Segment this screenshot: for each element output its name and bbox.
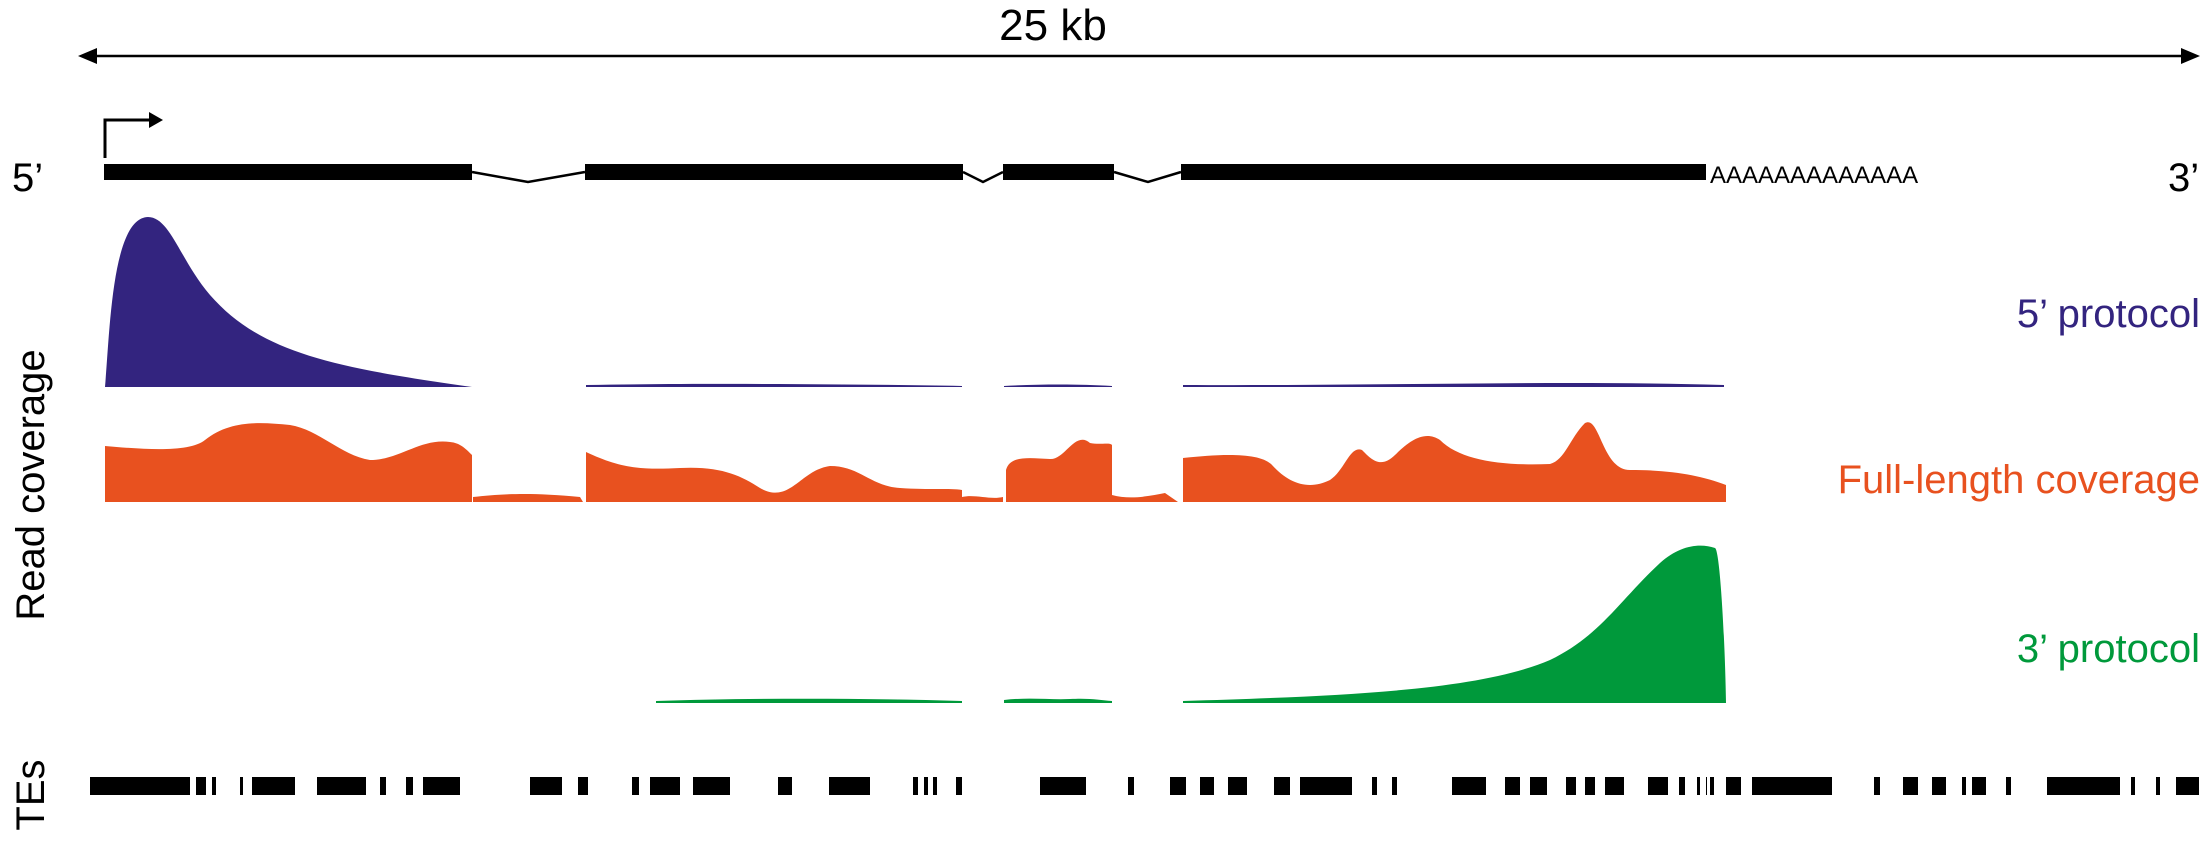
te-block	[693, 777, 730, 795]
gene-model: 5’ 3’ AAAAAAAAAAAAA	[12, 112, 2199, 200]
track-5p-coverage	[105, 217, 1724, 387]
te-track	[90, 777, 2199, 795]
te-block	[212, 777, 216, 795]
te-block	[956, 777, 962, 795]
te-block	[2047, 777, 2120, 795]
three-prime-label: 3’	[2168, 156, 2199, 200]
te-block	[90, 777, 190, 795]
te-block	[1585, 777, 1595, 795]
te-block	[1128, 777, 1134, 795]
te-block	[380, 777, 386, 795]
tss-arrow-icon	[103, 118, 150, 158]
te-block	[913, 777, 918, 795]
te-block	[2131, 777, 2135, 795]
coverage-tracks: 5’ protocol Full-length coverage 3’ prot…	[9, 217, 2200, 703]
scale-bar: 25 kb	[78, 1, 2200, 64]
intron-2	[962, 170, 1004, 184]
exon-2	[585, 164, 963, 180]
te-block	[1566, 777, 1576, 795]
track-full-length-label: Full-length coverage	[1838, 458, 2200, 502]
te-block	[196, 777, 206, 795]
intron-3	[1113, 170, 1182, 184]
te-block	[1040, 777, 1086, 795]
te-block	[1710, 777, 1714, 795]
te-block	[1726, 777, 1741, 795]
te-block	[650, 777, 680, 795]
te-block	[1170, 777, 1186, 795]
te-block	[1300, 777, 1352, 795]
te-block	[530, 777, 562, 795]
exon-3	[1003, 164, 1114, 180]
tss-arrowhead-icon	[149, 112, 163, 128]
track-3p-coverage	[656, 545, 1726, 703]
exon-4	[1181, 164, 1706, 180]
te-block	[1274, 777, 1290, 795]
intron-1	[471, 170, 586, 184]
te-label: TEs	[9, 759, 53, 830]
te-block	[1452, 777, 1486, 795]
te-block	[933, 777, 937, 795]
te-block	[924, 777, 928, 795]
scale-label: 25 kb	[999, 1, 1107, 50]
te-block	[1392, 777, 1397, 795]
te-block	[1605, 777, 1624, 795]
te-block	[1697, 777, 1700, 795]
te-block	[1200, 777, 1214, 795]
te-block	[1932, 777, 1946, 795]
te-block	[1874, 777, 1880, 795]
te-block	[406, 777, 413, 795]
te-block	[829, 777, 870, 795]
te-block	[1372, 777, 1377, 795]
five-prime-label: 5’	[12, 156, 43, 200]
te-block	[1679, 777, 1685, 795]
scale-left-arrow-icon	[78, 48, 97, 64]
te-block	[1648, 777, 1668, 795]
te-block	[578, 777, 588, 795]
te-block	[632, 777, 639, 795]
te-block	[1972, 777, 1986, 795]
te-block	[778, 777, 792, 795]
te-block	[1706, 777, 1707, 795]
te-block	[2156, 777, 2160, 795]
y-axis-label: Read coverage	[9, 349, 53, 620]
track-full-length-coverage	[105, 422, 1726, 502]
scale-right-arrow-icon	[2181, 48, 2200, 64]
te-block	[1228, 777, 1247, 795]
te-block	[1903, 777, 1918, 795]
te-block	[423, 777, 460, 795]
te-block	[2006, 777, 2011, 795]
te-block	[240, 777, 243, 795]
te-block	[1752, 777, 1832, 795]
track-5p-label: 5’ protocol	[2017, 292, 2200, 336]
te-block	[252, 777, 295, 795]
polya-tail: AAAAAAAAAAAAA	[1710, 162, 1918, 189]
te-block	[1505, 777, 1520, 795]
te-block	[317, 777, 366, 795]
track-3p-label: 3’ protocol	[2017, 627, 2200, 671]
te-block	[2176, 777, 2199, 795]
exon-1	[104, 164, 472, 180]
te-block	[1530, 777, 1547, 795]
te-block	[1962, 777, 1966, 795]
